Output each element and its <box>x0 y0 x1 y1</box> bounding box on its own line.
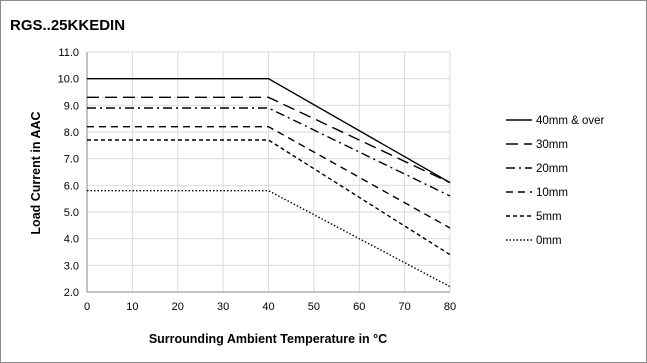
series-line <box>87 77 451 184</box>
y-tick-label: 9.0 <box>64 100 79 112</box>
x-tick-label: 10 <box>126 301 138 313</box>
series-line <box>87 125 451 229</box>
x-tick-label: 20 <box>172 301 184 313</box>
x-axis-label: Surrounding Ambient Temperature in °C <box>149 332 387 346</box>
tick-labels: 2.0 3.0 4.0 5.0 6.0 7.0 8.0 9.0 10.0 11.0 0 10 20 30 4… <box>58 47 457 313</box>
series-line <box>87 107 451 197</box>
grid <box>86 51 451 293</box>
chart-title: RGS..25KKEDIN <box>10 17 126 34</box>
y-tick-label: 6.0 <box>64 180 79 192</box>
series-line <box>87 139 451 256</box>
y-tick-label: 5.0 <box>64 207 79 219</box>
legend-label: 5mm <box>536 211 562 223</box>
legend-label: 40mm & over <box>536 115 605 127</box>
series-lines <box>87 77 451 288</box>
y-tick-label: 11.0 <box>58 47 79 59</box>
series-line <box>87 189 451 288</box>
y-tick-label: 2.0 <box>64 287 79 299</box>
series-line <box>87 96 451 184</box>
y-tick-label: 10.0 <box>58 74 79 86</box>
y-tick-label: 3.0 <box>64 260 79 272</box>
x-tick-label: 0 <box>84 301 90 313</box>
y-tick-label: 8.0 <box>64 127 79 139</box>
legend-label: 0mm <box>536 235 562 247</box>
legend-label: 10mm <box>536 187 568 199</box>
axes <box>86 52 450 293</box>
y-tick-label: 7.0 <box>64 154 79 166</box>
x-tick-label: 60 <box>353 301 365 313</box>
x-tick-label: 30 <box>217 301 229 313</box>
legend-label: 20mm <box>536 163 568 175</box>
y-axis-label: Load Current in AAC <box>29 111 43 234</box>
legend-label: 30mm <box>536 139 568 151</box>
legend: 40mm & over 30mm 20mm 10mm 5mm 0mm <box>506 115 605 247</box>
x-tick-label: 40 <box>262 301 274 313</box>
x-tick-label: 70 <box>399 301 411 313</box>
x-tick-label: 80 <box>444 301 456 313</box>
x-tick-label: 50 <box>308 301 320 313</box>
y-tick-label: 4.0 <box>64 234 79 246</box>
